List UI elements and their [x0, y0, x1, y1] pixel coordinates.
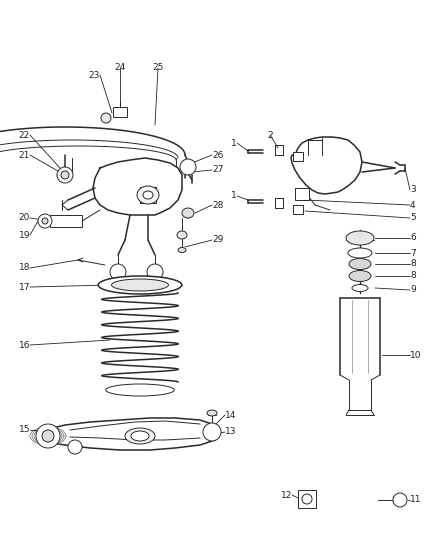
Text: 19: 19: [18, 230, 30, 239]
Text: 7: 7: [410, 248, 416, 257]
Text: 11: 11: [410, 496, 421, 505]
Circle shape: [61, 171, 69, 179]
Ellipse shape: [349, 271, 371, 281]
Circle shape: [147, 264, 163, 280]
Text: 26: 26: [212, 150, 223, 159]
Circle shape: [36, 424, 60, 448]
Text: 17: 17: [18, 282, 30, 292]
Bar: [113, 107, 127, 117]
Text: 15: 15: [18, 425, 30, 434]
Ellipse shape: [207, 410, 217, 416]
Text: 3: 3: [410, 185, 416, 195]
Text: 24: 24: [114, 63, 126, 72]
Circle shape: [57, 167, 73, 183]
Text: 10: 10: [410, 351, 421, 359]
Ellipse shape: [112, 279, 169, 291]
Ellipse shape: [178, 247, 186, 253]
Bar: [50, 215, 82, 227]
Text: 4: 4: [410, 200, 416, 209]
Circle shape: [101, 113, 111, 123]
Text: 8: 8: [410, 260, 416, 269]
Text: 1: 1: [231, 191, 237, 200]
Bar: [293, 152, 303, 161]
Ellipse shape: [352, 285, 368, 292]
Text: 23: 23: [88, 70, 100, 79]
Text: 20: 20: [19, 214, 30, 222]
Text: 28: 28: [212, 200, 223, 209]
Text: 13: 13: [225, 427, 237, 437]
Circle shape: [38, 214, 52, 228]
Circle shape: [68, 440, 82, 454]
Bar: [295, 188, 309, 200]
Text: 12: 12: [281, 490, 292, 499]
Ellipse shape: [346, 231, 374, 245]
Text: 6: 6: [410, 233, 416, 243]
Text: 16: 16: [18, 341, 30, 350]
Circle shape: [42, 430, 54, 442]
Text: 21: 21: [19, 150, 30, 159]
Ellipse shape: [177, 231, 187, 239]
Ellipse shape: [143, 191, 153, 199]
Bar: [293, 205, 303, 214]
Text: 5: 5: [410, 214, 416, 222]
Text: 2: 2: [267, 131, 273, 140]
Circle shape: [203, 423, 221, 441]
Circle shape: [110, 264, 126, 280]
Text: 18: 18: [18, 263, 30, 272]
Ellipse shape: [106, 384, 174, 396]
Ellipse shape: [349, 259, 371, 270]
Circle shape: [42, 218, 48, 224]
Text: 22: 22: [19, 131, 30, 140]
Text: 9: 9: [410, 286, 416, 295]
Ellipse shape: [131, 431, 149, 441]
Ellipse shape: [182, 208, 194, 218]
Text: 1: 1: [231, 139, 237, 148]
Ellipse shape: [125, 428, 155, 444]
Text: 25: 25: [152, 63, 164, 72]
Text: 27: 27: [212, 166, 223, 174]
Ellipse shape: [348, 248, 372, 258]
Ellipse shape: [137, 186, 159, 204]
Circle shape: [180, 159, 196, 175]
Text: 29: 29: [212, 236, 223, 245]
Ellipse shape: [98, 276, 182, 294]
Text: 8: 8: [410, 271, 416, 280]
Circle shape: [302, 494, 312, 504]
Text: 14: 14: [225, 410, 237, 419]
Bar: [298, 490, 316, 508]
Circle shape: [393, 493, 407, 507]
